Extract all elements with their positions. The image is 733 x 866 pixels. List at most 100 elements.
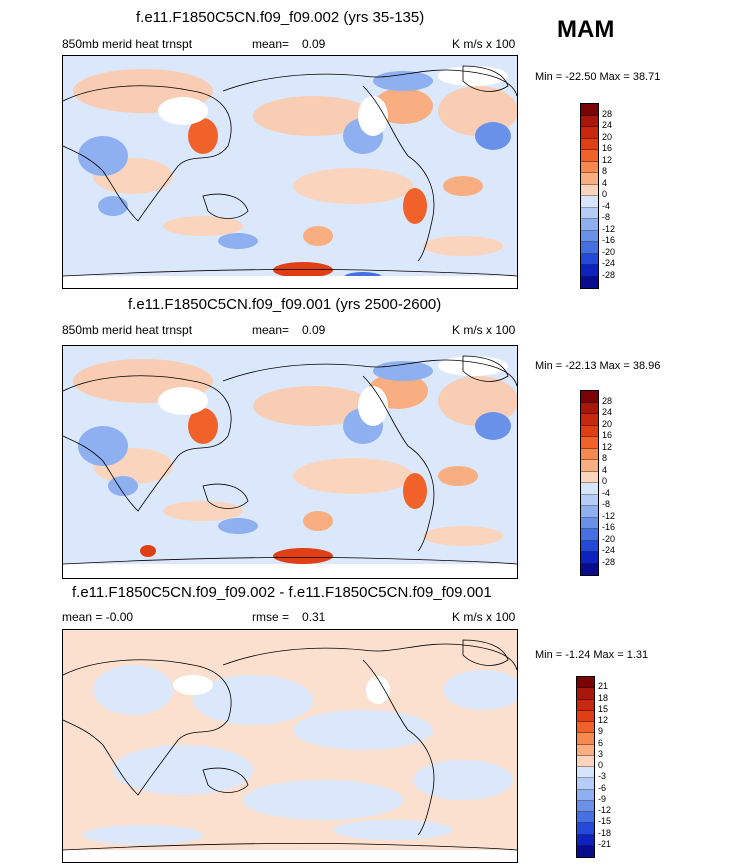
colorbar-swatch bbox=[577, 778, 594, 790]
colorbar-swatch bbox=[581, 402, 598, 414]
colorbar-tick-label: -18 bbox=[598, 827, 612, 838]
colorbar-swatch bbox=[581, 173, 598, 185]
colorbar-swatch bbox=[577, 744, 594, 756]
panel2-contour-field bbox=[63, 346, 517, 578]
colorbar-tick-label: -20 bbox=[602, 246, 616, 257]
colorbar-tick-label: -21 bbox=[598, 838, 612, 849]
colorbar-swatch bbox=[581, 540, 598, 552]
colorbar-swatch bbox=[577, 767, 594, 779]
panel1-variable-label: 850mb merid heat trnspt bbox=[62, 37, 193, 51]
panel1-contour-field bbox=[63, 56, 517, 288]
colorbar-tick-label: -20 bbox=[602, 533, 616, 544]
panel3-contour-field bbox=[63, 630, 517, 862]
colorbar-tick-label: 4 bbox=[602, 464, 608, 475]
colorbar-swatch bbox=[581, 506, 598, 518]
colorbar-swatch bbox=[581, 184, 598, 196]
colorbar-swatch bbox=[577, 733, 594, 745]
colorbar-swatch bbox=[581, 276, 598, 288]
panel1-map bbox=[62, 55, 518, 289]
colorbar-swatch bbox=[581, 230, 598, 242]
colorbar-tick-label: 16 bbox=[602, 143, 613, 153]
colorbar-tick-label: -6 bbox=[598, 782, 607, 793]
colorbar-tick-label: -4 bbox=[602, 487, 611, 498]
colorbar-swatch bbox=[581, 391, 598, 403]
colorbar-tick-label: 21 bbox=[598, 681, 609, 692]
colorbar-tick-label: -8 bbox=[602, 212, 611, 222]
colorbar-tick-label: -3 bbox=[598, 771, 607, 782]
colorbar-swatch bbox=[581, 437, 598, 449]
colorbar-tick-label: 3 bbox=[598, 748, 604, 759]
colorbar-tick-label: -24 bbox=[602, 258, 616, 268]
panel2-map bbox=[62, 345, 518, 579]
colorbar-tick-label: -15 bbox=[598, 816, 612, 827]
colorbar-tick-label: 28 bbox=[602, 395, 613, 406]
colorbar-swatch bbox=[581, 414, 598, 426]
panel1-colorbar-box bbox=[580, 103, 599, 289]
colorbar-tick-label: 12 bbox=[602, 154, 613, 165]
colorbar-swatch bbox=[581, 161, 598, 173]
colorbar-tick-label: 0 bbox=[602, 189, 608, 199]
panel1-minmax: Min = -22.50 Max = 38.71 bbox=[535, 71, 661, 83]
colorbar-swatch bbox=[581, 563, 598, 575]
panel2-variable-label: 850mb merid heat trnspt bbox=[62, 323, 193, 337]
colorbar-tick-label: 12 bbox=[602, 441, 613, 452]
panel2-mean-value: 0.09 bbox=[302, 323, 326, 337]
colorbar-tick-label: -28 bbox=[602, 556, 616, 567]
colorbar-swatch bbox=[581, 104, 598, 116]
panel1-mean-value: 0.09 bbox=[302, 37, 326, 51]
colorbar-tick-label: -16 bbox=[602, 235, 616, 245]
colorbar-swatch bbox=[581, 150, 598, 162]
colorbar-tick-label: 18 bbox=[598, 692, 609, 703]
panel2-colorbar bbox=[580, 390, 599, 576]
colorbar-swatch bbox=[577, 710, 594, 722]
colorbar-swatch bbox=[581, 115, 598, 127]
colorbar-tick-label: 24 bbox=[602, 407, 613, 417]
colorbar-tick-label: -9 bbox=[598, 793, 607, 804]
colorbar-tick-label: 24 bbox=[602, 120, 613, 130]
panel1-colorbar bbox=[580, 103, 599, 289]
colorbar-swatch bbox=[581, 517, 598, 529]
panel3-map bbox=[62, 629, 518, 863]
colorbar-swatch bbox=[577, 699, 594, 711]
colorbar-swatch bbox=[581, 448, 598, 460]
colorbar-tick-label: 15 bbox=[598, 703, 609, 714]
panel2-units: K m/s x 100 bbox=[452, 323, 516, 337]
colorbar-tick-label: -8 bbox=[602, 499, 611, 509]
panel2-mean-label: mean= bbox=[252, 323, 290, 337]
colorbar-tick-label: 0 bbox=[598, 760, 604, 770]
panel3-mean-label: mean = -0.00 bbox=[62, 610, 134, 624]
colorbar-tick-label: 20 bbox=[602, 418, 613, 429]
colorbar-swatch bbox=[581, 483, 598, 495]
colorbar-swatch bbox=[581, 529, 598, 541]
colorbar-tick-label: -28 bbox=[602, 269, 616, 280]
panel2-colorbar-box bbox=[580, 390, 599, 576]
colorbar-tick-label: 4 bbox=[602, 177, 608, 188]
colorbar-swatch bbox=[581, 127, 598, 139]
colorbar-tick-label: 8 bbox=[602, 453, 608, 463]
colorbar-swatch bbox=[577, 845, 594, 857]
colorbar-tick-label: -12 bbox=[602, 223, 616, 234]
colorbar-tick-label: -12 bbox=[602, 510, 616, 521]
panel1-units: K m/s x 100 bbox=[452, 37, 516, 51]
colorbar-tick-label: 0 bbox=[602, 476, 608, 486]
panel3-colorbar-box bbox=[576, 676, 595, 858]
colorbar-swatch bbox=[581, 196, 598, 208]
panel3-rmse-value: 0.31 bbox=[302, 610, 326, 624]
colorbar-tick-label: -24 bbox=[602, 545, 616, 555]
colorbar-tick-label: 9 bbox=[598, 726, 604, 737]
colorbar-tick-label: -16 bbox=[602, 522, 616, 532]
colorbar-swatch bbox=[581, 471, 598, 483]
panel3-minmax: Min = -1.24 Max = 1.31 bbox=[535, 649, 649, 661]
colorbar-tick-label: 12 bbox=[598, 715, 609, 725]
colorbar-swatch bbox=[581, 265, 598, 277]
colorbar-swatch bbox=[577, 677, 594, 689]
panel2-title: f.e11.F1850C5CN.f09_f09.001 (yrs 2500-26… bbox=[128, 296, 442, 313]
panel3-colorbar bbox=[576, 676, 595, 858]
colorbar-swatch bbox=[577, 722, 594, 734]
panel1-title: f.e11.F1850C5CN.f09_f09.002 (yrs 35-135) bbox=[136, 9, 425, 26]
colorbar-swatch bbox=[581, 219, 598, 231]
colorbar-swatch bbox=[577, 800, 594, 812]
colorbar-tick-label: 6 bbox=[598, 737, 604, 748]
colorbar-swatch bbox=[581, 460, 598, 472]
colorbar-swatch bbox=[581, 425, 598, 437]
